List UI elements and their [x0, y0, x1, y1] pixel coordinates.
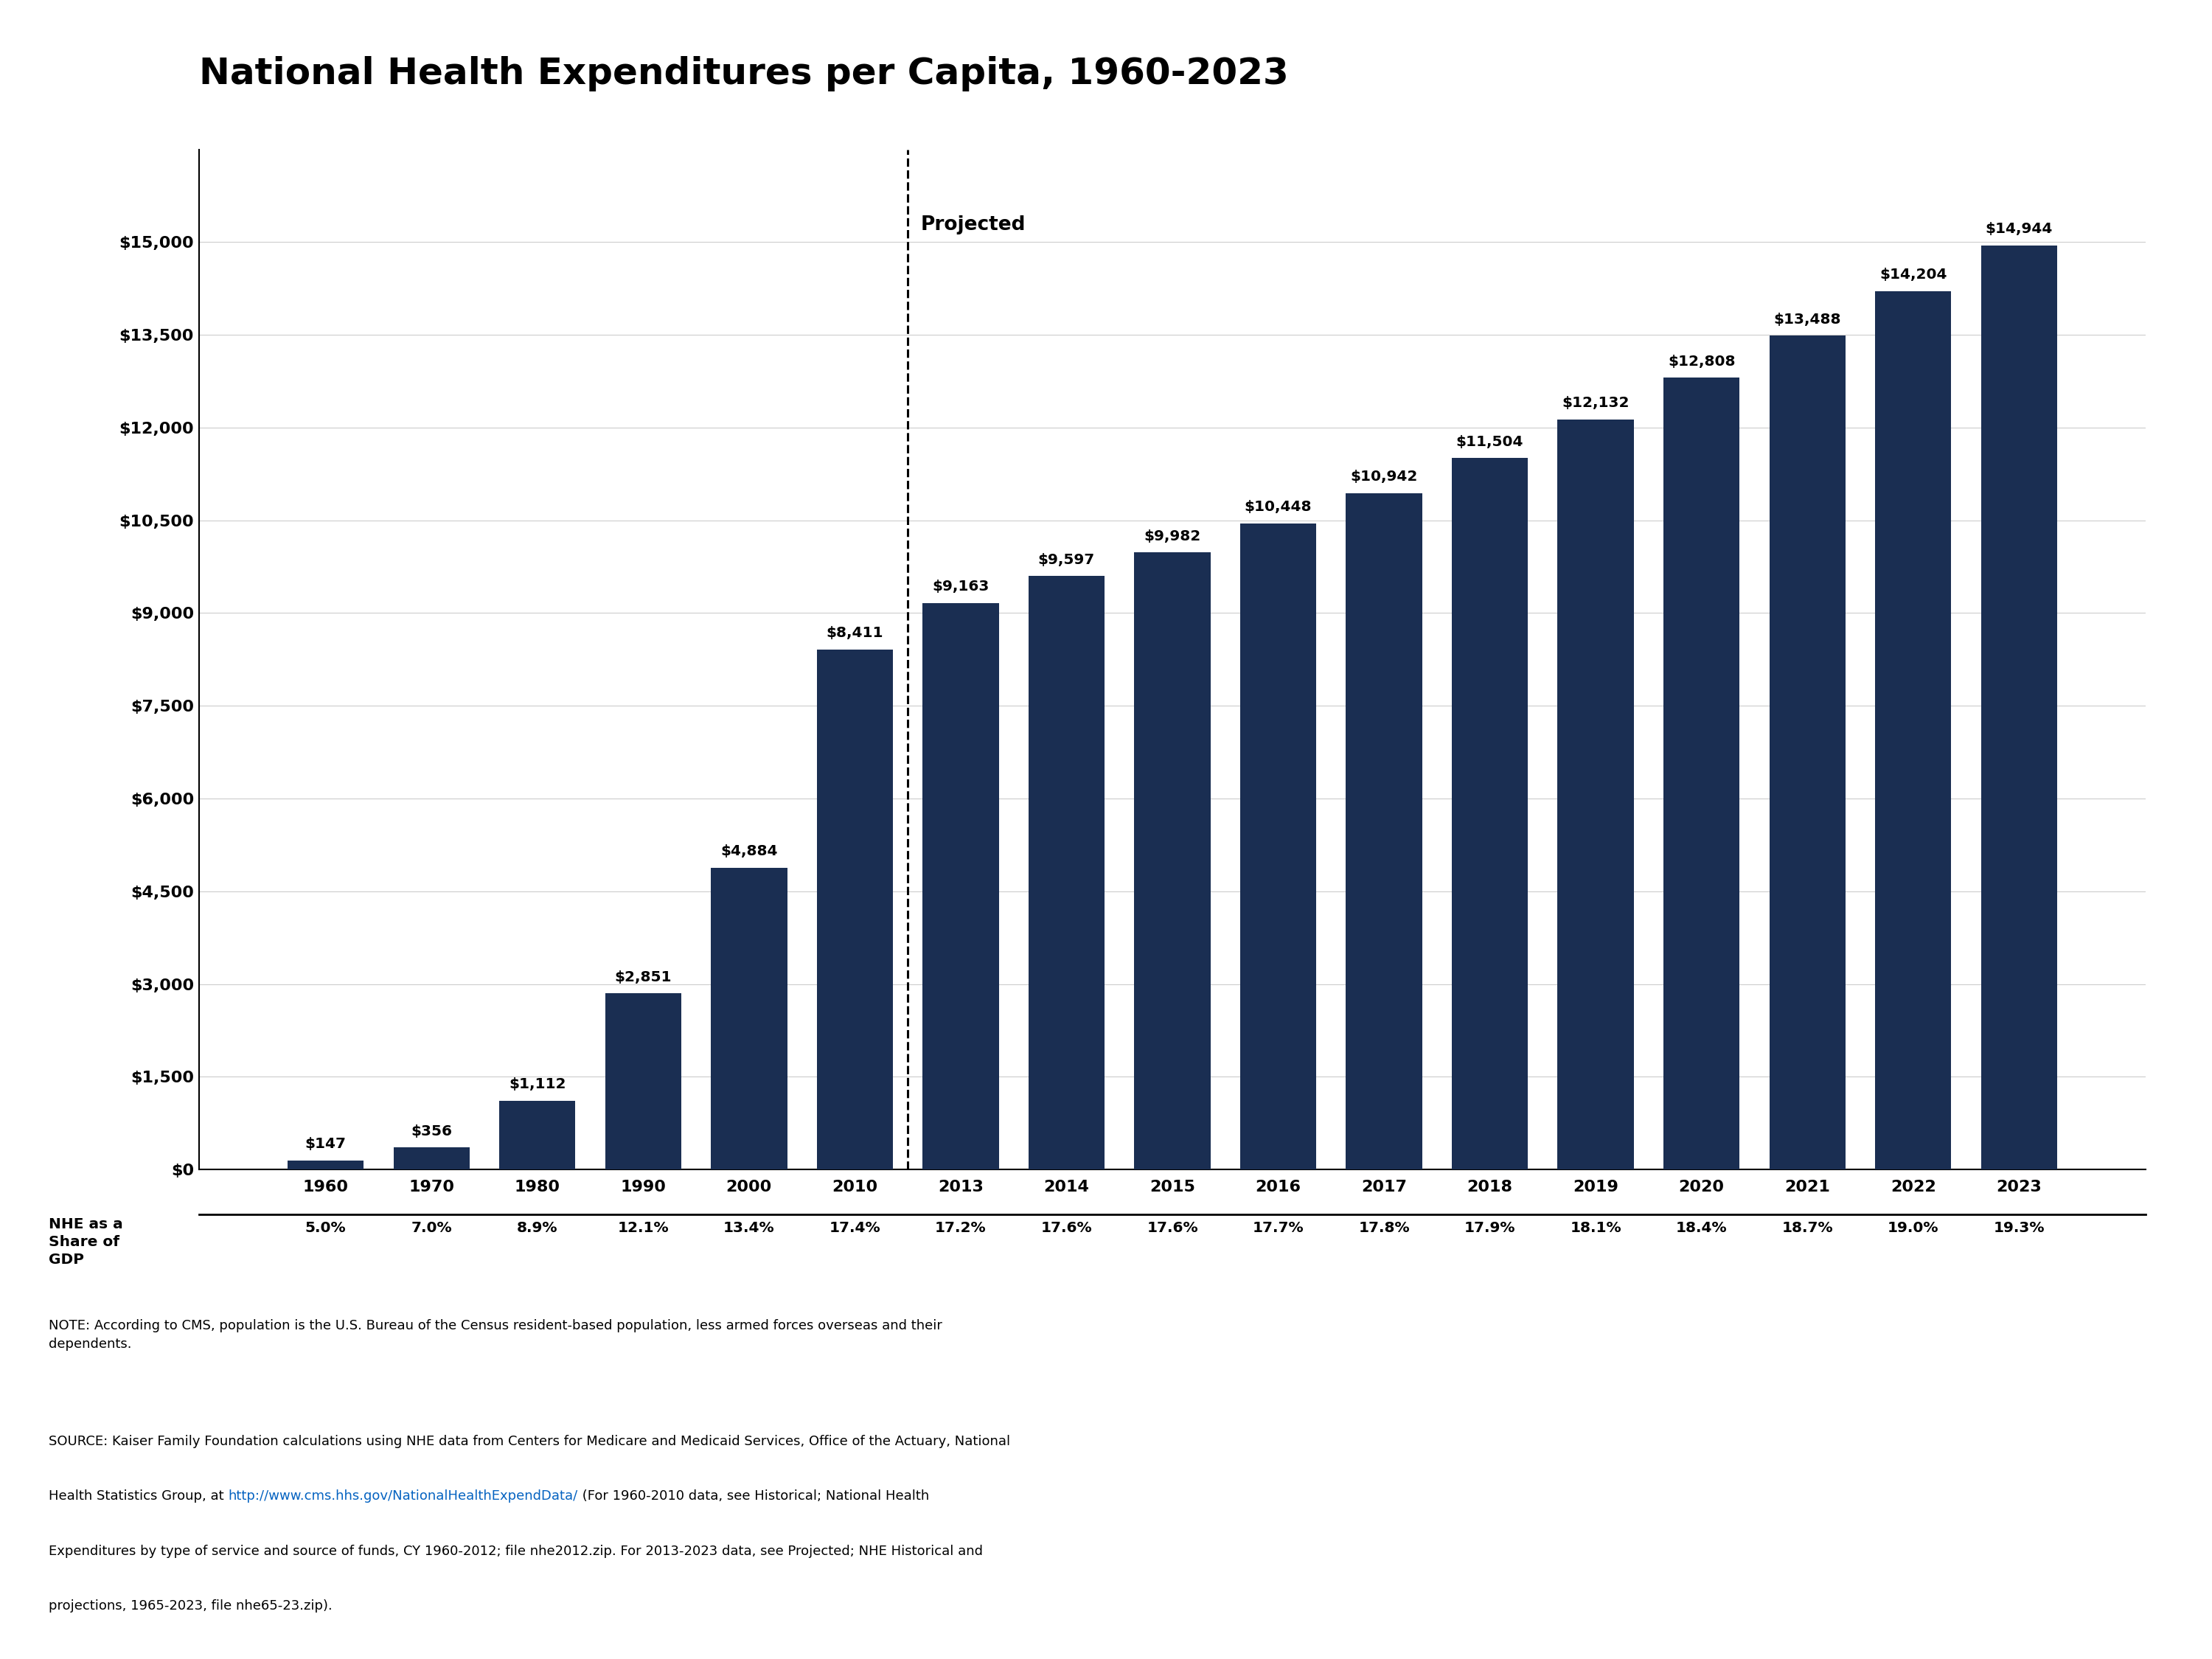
Bar — [1135, 552, 1210, 1170]
Text: 17.7%: 17.7% — [1252, 1221, 1303, 1234]
Text: NOTE: According to CMS, population is the U.S. Bureau of the Census resident-bas: NOTE: According to CMS, population is th… — [49, 1319, 942, 1350]
Bar — [922, 602, 1000, 1170]
Text: 5.0%: 5.0% — [305, 1221, 345, 1234]
Text: $8,411: $8,411 — [827, 625, 883, 640]
Text: $9,163: $9,163 — [931, 579, 989, 594]
Bar — [710, 868, 787, 1170]
Text: 17.6%: 17.6% — [1042, 1221, 1093, 1234]
Bar — [288, 1161, 363, 1170]
Text: 17.4%: 17.4% — [830, 1221, 880, 1234]
Text: National Health Expenditures per Capita, 1960-2023: National Health Expenditures per Capita,… — [199, 56, 1290, 91]
Text: $10,448: $10,448 — [1245, 501, 1312, 514]
Text: $12,808: $12,808 — [1668, 355, 1734, 368]
Text: 19.0%: 19.0% — [1887, 1221, 1940, 1234]
Text: $9,982: $9,982 — [1144, 529, 1201, 542]
Bar — [500, 1102, 575, 1170]
Text: $356: $356 — [411, 1125, 451, 1138]
Text: $11,504: $11,504 — [1455, 435, 1524, 450]
Text: NHE as a
Share of
GDP: NHE as a Share of GDP — [49, 1218, 124, 1266]
Text: Projected: Projected — [920, 216, 1026, 236]
Text: $13,488: $13,488 — [1774, 312, 1840, 327]
Text: (For 1960-2010 data, see Historical; National Health: (For 1960-2010 data, see Historical; Nat… — [577, 1490, 929, 1503]
Bar — [1451, 458, 1528, 1170]
Bar — [606, 994, 681, 1170]
Text: SOURCE: Kaiser Family Foundation calculations using NHE data from Centers for Me: SOURCE: Kaiser Family Foundation calcula… — [49, 1435, 1011, 1448]
Text: $2,851: $2,851 — [615, 971, 672, 984]
Text: $147: $147 — [305, 1136, 347, 1151]
Text: 13.4%: 13.4% — [723, 1221, 774, 1234]
Text: projections, 1965-2023, file nhe65-23.zip).: projections, 1965-2023, file nhe65-23.zi… — [49, 1599, 332, 1613]
Text: $9,597: $9,597 — [1037, 552, 1095, 567]
Text: FOUNDATION: FOUNDATION — [2004, 1586, 2097, 1599]
Bar — [816, 649, 894, 1170]
Bar — [1876, 292, 1951, 1170]
Text: THE HENRY J.: THE HENRY J. — [2013, 1452, 2088, 1462]
Text: 18.7%: 18.7% — [1781, 1221, 1834, 1234]
Text: 18.4%: 18.4% — [1677, 1221, 1728, 1234]
Text: 17.8%: 17.8% — [1358, 1221, 1409, 1234]
Text: Health Statistics Group, at: Health Statistics Group, at — [49, 1490, 228, 1503]
Text: 7.0%: 7.0% — [411, 1221, 451, 1234]
Bar — [1029, 576, 1104, 1170]
Text: 18.1%: 18.1% — [1571, 1221, 1621, 1234]
Bar — [1982, 246, 2057, 1170]
Text: 17.2%: 17.2% — [936, 1221, 987, 1234]
Text: 17.6%: 17.6% — [1146, 1221, 1199, 1234]
Text: $14,944: $14,944 — [1986, 222, 2053, 236]
Text: 8.9%: 8.9% — [518, 1221, 557, 1234]
Text: 12.1%: 12.1% — [617, 1221, 668, 1234]
Text: KAISER: KAISER — [2004, 1490, 2097, 1511]
Text: $12,132: $12,132 — [1562, 397, 1630, 410]
Bar — [1241, 524, 1316, 1170]
Text: 19.3%: 19.3% — [1993, 1221, 2044, 1234]
Text: FAMILY: FAMILY — [2020, 1540, 2081, 1553]
Bar — [394, 1148, 469, 1170]
Bar — [1770, 335, 1845, 1170]
Text: Expenditures by type of service and source of funds, CY 1960-2012; file nhe2012.: Expenditures by type of service and sour… — [49, 1545, 982, 1558]
Bar — [1663, 378, 1739, 1170]
Text: $14,204: $14,204 — [1880, 269, 1947, 282]
Bar — [1557, 420, 1635, 1170]
Text: $4,884: $4,884 — [721, 844, 779, 858]
Text: $10,942: $10,942 — [1349, 469, 1418, 484]
Text: $1,112: $1,112 — [509, 1078, 566, 1092]
Text: 17.9%: 17.9% — [1464, 1221, 1515, 1234]
Text: http://www.cms.hhs.gov/NationalHealthExpendData/: http://www.cms.hhs.gov/NationalHealthExp… — [228, 1490, 577, 1503]
Bar — [1345, 493, 1422, 1170]
